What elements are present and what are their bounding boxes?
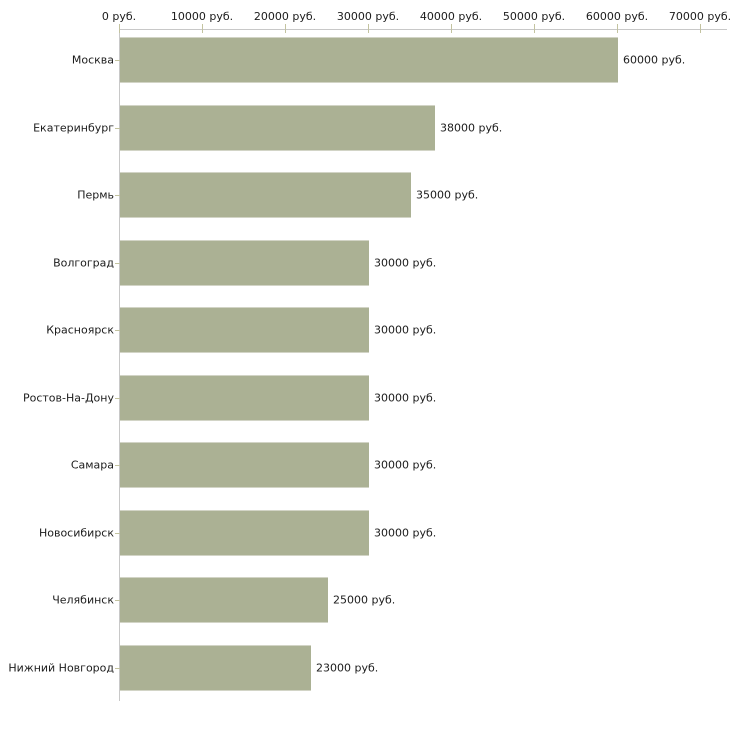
category-label: Волгоград bbox=[53, 256, 114, 269]
x-tick-label: 20000 руб. bbox=[253, 10, 317, 23]
bar-4 bbox=[120, 239, 369, 286]
category-tick-mark bbox=[115, 262, 120, 264]
category-tick-mark bbox=[115, 127, 120, 129]
bar-7 bbox=[120, 442, 369, 488]
bar-6 bbox=[120, 374, 369, 421]
category-label: Москва bbox=[71, 53, 114, 67]
category-tick-mark bbox=[115, 465, 120, 466]
x-tick-mark bbox=[368, 24, 369, 33]
category-tick-mark bbox=[115, 600, 120, 601]
category-label: Ростов-На-Дону bbox=[22, 391, 114, 404]
x-tick-label: 0 руб. bbox=[101, 10, 137, 23]
value-label: 25000 руб. bbox=[333, 593, 396, 607]
x-tick-label: 40000 руб. bbox=[419, 10, 483, 23]
x-tick-mark bbox=[700, 24, 701, 33]
value-label: 30000 руб. bbox=[374, 256, 437, 269]
category-label: Челябинск bbox=[52, 593, 114, 607]
value-label: 30000 руб. bbox=[374, 323, 437, 337]
x-tick-mark bbox=[534, 24, 535, 33]
category-tick-mark bbox=[115, 195, 120, 196]
x-tick-label: 30000 руб. bbox=[336, 10, 400, 23]
category-label: Красноярск bbox=[46, 323, 114, 337]
category-label: Нижний Новгород bbox=[8, 661, 114, 674]
value-label: 38000 руб. bbox=[440, 121, 503, 134]
category-label: Пермь bbox=[77, 188, 114, 202]
category-label: Самара bbox=[70, 458, 114, 472]
bar-9 bbox=[120, 577, 328, 623]
bar-1 bbox=[120, 37, 618, 83]
bar-3 bbox=[120, 172, 411, 218]
category-tick-mark bbox=[115, 330, 120, 331]
category-label: Новосибирск bbox=[38, 526, 114, 539]
value-label: 30000 руб. bbox=[374, 526, 437, 539]
value-label: 35000 руб. bbox=[416, 188, 479, 202]
x-tick-mark bbox=[617, 24, 618, 33]
category-tick-mark bbox=[115, 532, 120, 534]
value-label: 23000 руб. bbox=[316, 661, 379, 674]
x-tick-label: 10000 руб. bbox=[170, 10, 234, 23]
category-tick-mark bbox=[115, 397, 120, 399]
x-axis-line bbox=[119, 29, 727, 30]
bar-2 bbox=[120, 104, 435, 151]
bar-5 bbox=[120, 307, 369, 353]
value-label: 30000 руб. bbox=[374, 391, 437, 404]
x-tick-mark bbox=[451, 24, 452, 33]
x-tick-mark bbox=[119, 24, 120, 33]
category-tick-mark bbox=[115, 60, 120, 61]
value-label: 60000 руб. bbox=[623, 53, 686, 67]
x-tick-label: 50000 руб. bbox=[502, 10, 566, 23]
value-label: 30000 руб. bbox=[374, 458, 437, 472]
bar-10 bbox=[120, 644, 311, 691]
category-label: Екатеринбург bbox=[33, 121, 114, 134]
x-tick-label: 60000 руб. bbox=[585, 10, 649, 23]
x-tick-mark bbox=[285, 24, 286, 33]
x-tick-mark bbox=[202, 24, 203, 33]
x-tick-label: 70000 руб. bbox=[668, 10, 730, 23]
bar-8 bbox=[120, 509, 369, 556]
category-tick-mark bbox=[115, 667, 120, 669]
y-axis-line bbox=[119, 29, 120, 701]
